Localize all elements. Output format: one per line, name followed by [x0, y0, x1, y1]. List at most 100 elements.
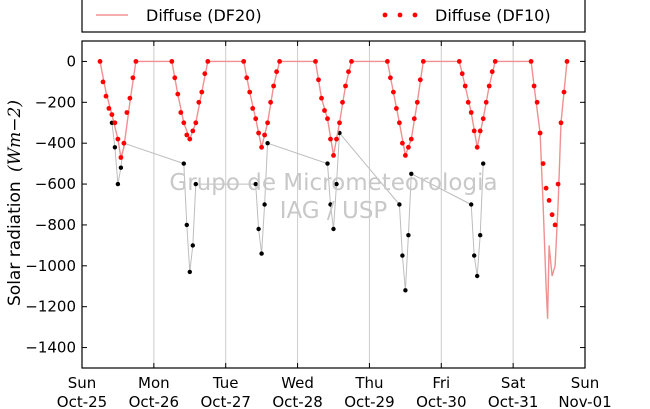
- data-point: [337, 120, 342, 126]
- data-point: [259, 251, 264, 256]
- data-point: [477, 128, 483, 134]
- data-point: [388, 75, 393, 81]
- data-point: [469, 202, 474, 207]
- x-tick-day: Fri: [432, 374, 450, 392]
- data-point: [328, 136, 333, 142]
- data-point: [483, 99, 489, 105]
- data-point: [340, 99, 345, 105]
- data-point: [271, 83, 276, 89]
- x-tick-label: Oct-27: [200, 393, 250, 409]
- data-point: [253, 181, 258, 187]
- y-tick-label: −1400: [25, 339, 76, 357]
- legend-swatch-dot: [412, 12, 418, 18]
- legend-swatch-dot: [382, 12, 388, 18]
- data-point: [540, 161, 546, 167]
- x-tick-day: Wed: [281, 374, 314, 392]
- y-tick-label: −200: [35, 93, 76, 111]
- data-point: [247, 89, 253, 95]
- data-point: [459, 71, 465, 77]
- data-point: [403, 153, 408, 158]
- x-tick-day: Sun: [68, 374, 97, 392]
- data-point: [385, 59, 390, 64]
- data-point: [181, 120, 187, 126]
- series-connector: [111, 122, 484, 291]
- data-point: [528, 59, 534, 64]
- x-tick-label: Oct-25: [57, 393, 107, 409]
- data-point: [489, 69, 495, 75]
- data-point: [277, 59, 282, 64]
- data-point: [172, 75, 178, 81]
- data-point: [256, 226, 261, 232]
- data-point: [343, 83, 348, 89]
- data-point: [534, 99, 540, 105]
- data-point: [403, 288, 408, 293]
- data-point: [268, 99, 273, 105]
- data-point: [465, 99, 471, 105]
- data-point: [558, 120, 564, 126]
- data-point: [244, 75, 250, 81]
- data-point: [259, 144, 264, 150]
- plot-area: [97, 59, 570, 319]
- data-point: [555, 181, 561, 187]
- data-point: [486, 83, 492, 89]
- data-point: [265, 120, 270, 126]
- data-point: [184, 132, 190, 138]
- y-axis-unit: (Wm−2): [5, 100, 25, 172]
- data-point: [420, 59, 426, 64]
- data-point: [178, 110, 184, 115]
- data-point: [112, 120, 118, 126]
- data-point: [397, 202, 402, 207]
- data-point: [564, 59, 570, 64]
- data-point: [190, 128, 196, 134]
- data-point: [106, 106, 112, 111]
- legend-swatch-dot: [397, 12, 403, 18]
- data-point: [543, 185, 549, 191]
- x-tick-day: Thu: [354, 374, 383, 392]
- data-point: [130, 75, 136, 81]
- data-point: [184, 222, 189, 228]
- data-point: [253, 116, 259, 122]
- data-point: [400, 140, 405, 146]
- data-point: [313, 59, 318, 64]
- data-point: [475, 273, 480, 279]
- data-point: [109, 112, 115, 117]
- data-point: [468, 110, 474, 115]
- data-point: [391, 89, 396, 95]
- data-point: [187, 136, 193, 142]
- data-point: [112, 145, 118, 150]
- data-point: [115, 181, 121, 187]
- data-point: [169, 59, 175, 64]
- y-tick-label: −1000: [25, 257, 76, 275]
- watermark-line: Grupo de Micrometeorologia: [169, 170, 497, 196]
- grid-lines: [153, 41, 514, 368]
- data-point: [325, 161, 330, 166]
- data-point: [175, 91, 181, 97]
- y-tick-label: 0: [66, 52, 76, 70]
- x-tick-day: Sun: [571, 374, 600, 392]
- data-point: [394, 106, 399, 111]
- data-point: [274, 69, 279, 75]
- data-point: [546, 198, 552, 203]
- data-point: [250, 106, 256, 111]
- y-axis-title: Solar radiation (Wm−2): [5, 100, 25, 306]
- y-tick-label: −1200: [25, 298, 76, 316]
- data-point: [417, 77, 423, 83]
- data-point: [265, 141, 270, 146]
- data-point: [478, 233, 483, 238]
- data-point: [256, 130, 261, 136]
- data-point: [241, 59, 247, 64]
- data-point: [97, 59, 103, 64]
- data-point: [202, 71, 208, 77]
- y-axis-ticks: 0 −200 −400 −600 −800 −1000 −1200 −1400: [25, 52, 585, 357]
- data-point: [537, 130, 543, 136]
- data-point: [397, 120, 402, 126]
- x-tick-label: Oct-31: [488, 393, 538, 409]
- y-axis-label: Solar radiation: [5, 181, 25, 306]
- y-tick-label: −800: [35, 216, 76, 234]
- data-point: [400, 253, 405, 258]
- data-point: [262, 132, 267, 138]
- data-point: [331, 153, 336, 158]
- data-point: [349, 59, 354, 64]
